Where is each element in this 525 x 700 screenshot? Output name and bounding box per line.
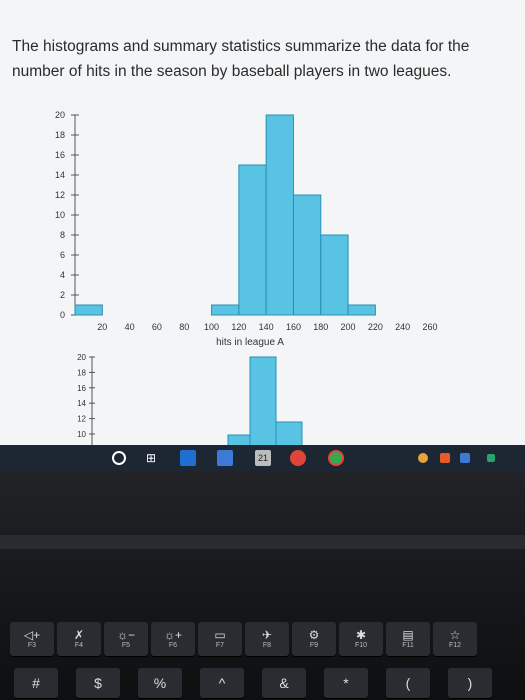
y-tick-label: 16	[77, 384, 86, 393]
key-f12[interactable]: ☆ F12	[433, 622, 477, 656]
x-tick-label: 60	[152, 322, 162, 332]
y-tick-label: 14	[55, 170, 65, 180]
store-icon[interactable]	[217, 450, 233, 466]
y-tick-label: 14	[77, 399, 86, 408]
key-symbol[interactable]: *	[324, 668, 368, 698]
y-tick-label: 0	[60, 310, 65, 320]
key-label: F6	[168, 642, 178, 649]
chrome-icon[interactable]	[328, 450, 344, 466]
bar	[249, 356, 277, 445]
bar	[238, 164, 267, 316]
key-f5[interactable]: ☼− F5	[104, 622, 148, 656]
y-tick-label: 2	[60, 290, 65, 300]
bar	[347, 304, 376, 316]
x-tick-label: 200	[341, 322, 356, 332]
news-icon[interactable]	[290, 450, 306, 466]
key-symbol[interactable]: ^	[200, 668, 244, 698]
taskbar: ⊞ 21	[0, 445, 525, 471]
x-tick-label: 160	[286, 322, 301, 332]
y-tick-label: 12	[77, 415, 86, 424]
bar	[74, 304, 103, 316]
y-tick-label: 16	[55, 150, 65, 160]
histograms: 0 2 4 6 8 10 12 14 16 18 20 20 40 60 80 100 120 140 160 180…	[55, 110, 438, 445]
x-tick-label: 220	[368, 322, 383, 332]
x-tick-label: 180	[313, 322, 328, 332]
key-f7[interactable]: ▭ F7	[198, 622, 242, 656]
histogram-league-b: 20 18 16 14 12 10	[77, 353, 303, 445]
network-icon[interactable]	[487, 454, 495, 462]
x-tick-label: 100	[204, 322, 219, 332]
bar	[320, 234, 349, 316]
key-symbol[interactable]: %	[138, 668, 182, 698]
bar	[211, 304, 240, 316]
y-tick-label: 18	[77, 368, 86, 377]
key-label: F10	[354, 642, 368, 649]
calendar-icon[interactable]: 21	[255, 450, 271, 466]
key-symbol[interactable]: #	[14, 668, 58, 698]
y-tick-label: 8	[60, 230, 65, 240]
key-symbol[interactable]: &	[262, 668, 306, 698]
y-tick-label: 12	[55, 190, 65, 200]
key-label: F5	[121, 642, 131, 649]
key-f3[interactable]: ◁+ F3	[10, 622, 54, 656]
key-glyph: ☆	[449, 628, 461, 642]
y-tick-label: 20	[55, 110, 65, 120]
bar	[265, 114, 294, 316]
onedrive-icon[interactable]	[460, 453, 470, 463]
laptop-hinge	[0, 535, 525, 549]
key-label: F12	[448, 642, 462, 649]
histogram-league-a: 0 2 4 6 8 10 12 14 16 18 20 20 40 60 80 100 120 140 160 180…	[55, 110, 438, 348]
x-tick-label: 140	[259, 322, 274, 332]
key-glyph: ⚙	[308, 628, 320, 642]
key-label: F11	[402, 642, 414, 649]
key-glyph: ✗	[73, 628, 85, 642]
key-glyph: ✱	[355, 628, 367, 642]
key-symbol[interactable]: )	[448, 668, 492, 698]
key-glyph: ☼+	[163, 628, 182, 642]
y-tick-label: 4	[60, 270, 65, 280]
y-tick-label: 10	[77, 430, 86, 439]
key-f9[interactable]: ⚙ F9	[292, 622, 336, 656]
x-axis-label: hits in league A	[216, 337, 284, 348]
y-tick-label: 10	[55, 210, 65, 220]
key-label: F7	[215, 642, 225, 649]
key-f11[interactable]: ▤ F11	[386, 622, 430, 656]
key-f6[interactable]: ☼+ F6	[151, 622, 195, 656]
bar	[227, 434, 251, 445]
key-f10[interactable]: ✱ F10	[339, 622, 383, 656]
x-tick-label: 240	[395, 322, 410, 332]
tray-icon[interactable]	[418, 453, 428, 463]
y-tick-label: 18	[55, 130, 65, 140]
key-glyph: ☼−	[116, 628, 135, 642]
key-label: F4	[74, 642, 84, 649]
key-label: F9	[309, 642, 319, 649]
x-tick-label: 120	[231, 322, 246, 332]
task-view-icon[interactable]: ⊞	[145, 451, 157, 465]
x-tick-label: 80	[179, 322, 189, 332]
y-tick-label: 6	[60, 250, 65, 260]
laptop-body	[0, 471, 525, 700]
x-tick-label: 260	[422, 322, 437, 332]
y-tick-label: 20	[77, 353, 86, 362]
mail-icon[interactable]	[180, 450, 196, 466]
key-glyph: ◁+	[23, 628, 41, 642]
key-glyph: ▤	[402, 628, 414, 642]
bar	[275, 421, 303, 445]
x-tick-label: 20	[97, 322, 107, 332]
key-label: F8	[262, 642, 272, 649]
key-glyph: ✈	[261, 628, 273, 642]
x-tick-label: 40	[125, 322, 135, 332]
key-symbol[interactable]: $	[76, 668, 120, 698]
key-symbol[interactable]: (	[386, 668, 430, 698]
screen: The histograms and summary statistics su…	[0, 0, 525, 445]
key-label: F3	[27, 642, 37, 649]
bar	[292, 194, 322, 316]
key-f8[interactable]: ✈ F8	[245, 622, 289, 656]
dropbox-icon[interactable]	[440, 453, 450, 463]
key-f4[interactable]: ✗ F4	[57, 622, 101, 656]
key-glyph: ▭	[214, 628, 226, 642]
question-text: The histograms and summary statistics su…	[12, 38, 470, 80]
circle-icon[interactable]	[112, 451, 126, 465]
